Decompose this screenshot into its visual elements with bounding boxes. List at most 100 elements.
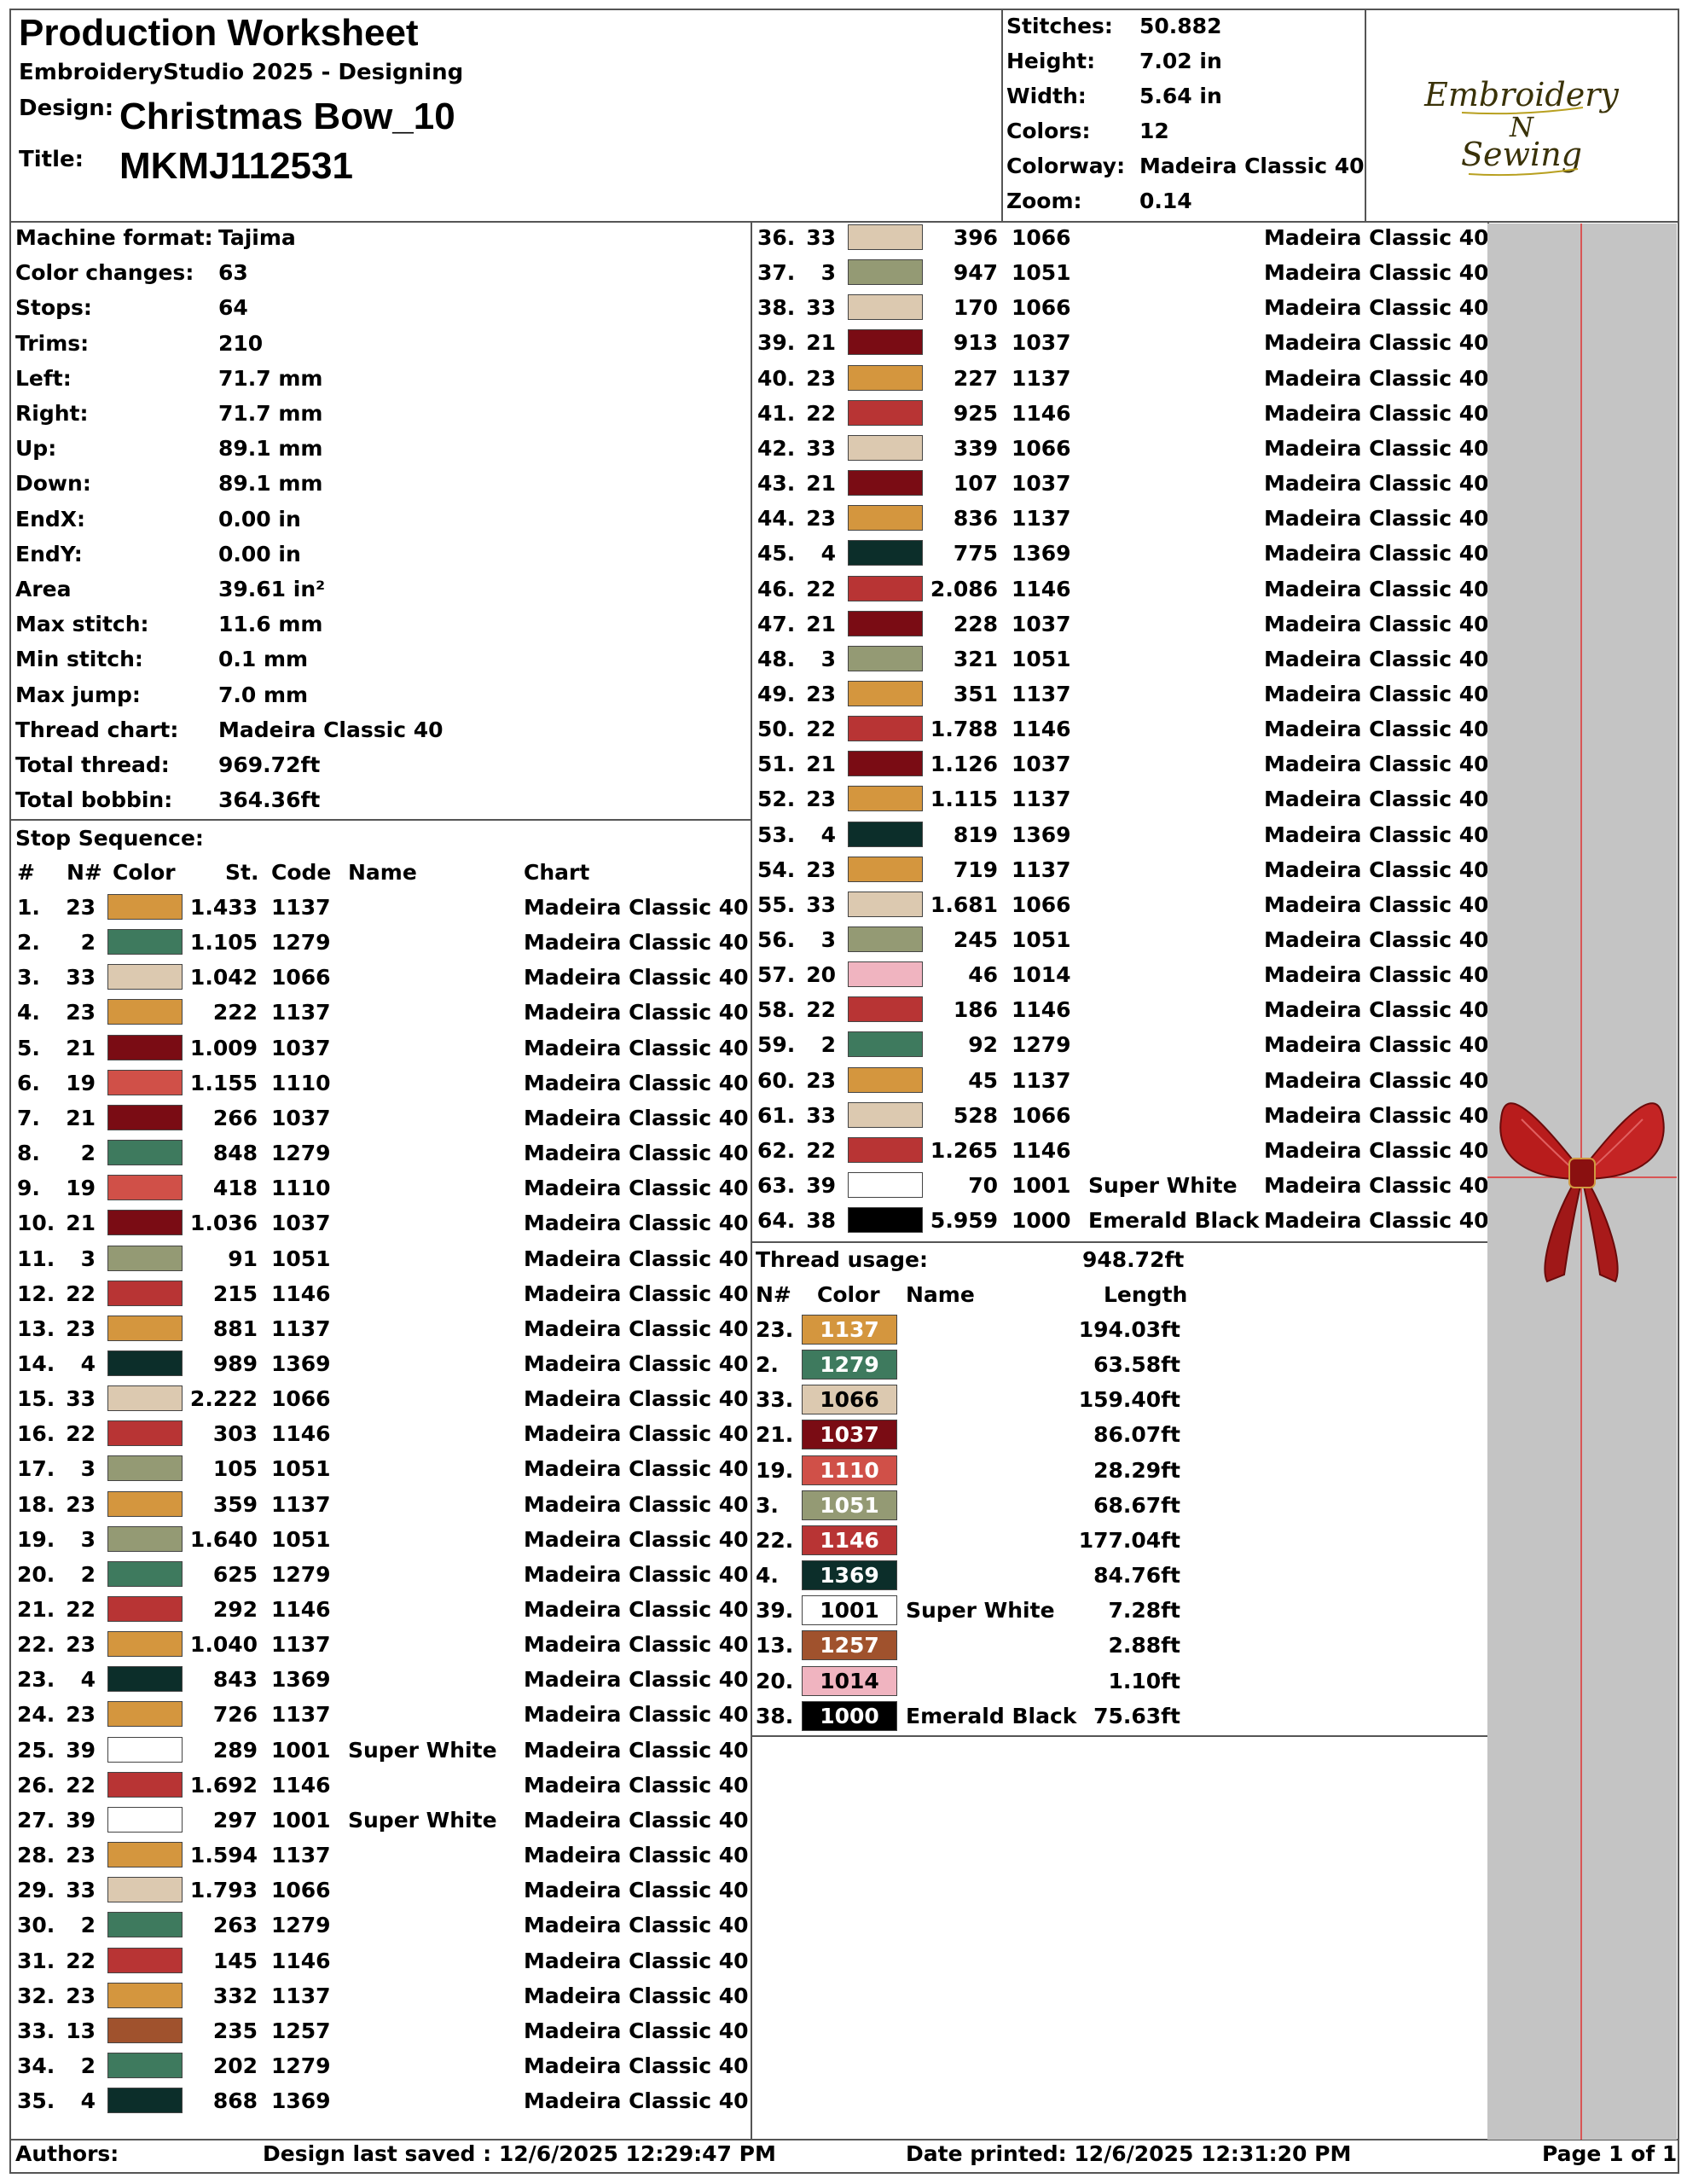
stop-needle: 22: [806, 400, 836, 426]
property-value: 89.1 mm: [218, 471, 323, 497]
color-swatch: [107, 1104, 183, 1130]
divider: [9, 221, 1679, 223]
stop-chart: Madeira Classic 40: [1264, 752, 1489, 777]
stop-chart: Madeira Classic 40: [1264, 997, 1489, 1023]
stop-chart: Madeira Classic 40: [524, 1035, 749, 1060]
stop-index: 48.: [757, 646, 796, 671]
stop-chart: Madeira Classic 40: [524, 2053, 749, 2078]
stop-index: 34.: [17, 2053, 55, 2078]
stop-stitches: 1.126: [930, 752, 998, 777]
stop-chart: Madeira Classic 40: [524, 1667, 749, 1693]
stop-index: 38.: [757, 295, 796, 321]
usage-color-chip: 1257: [802, 1630, 897, 1661]
stop-code: 1137: [271, 895, 331, 920]
stop-row: 27. 39 297 1001 Super White Madeira Classic 4…: [15, 1803, 749, 1838]
stop-chart: Madeira Classic 40: [1264, 962, 1489, 988]
stop-needle: 22: [806, 1137, 836, 1163]
stop-row: 46. 22 2.086 1146 Madeira Classic 40: [756, 572, 1489, 607]
stop-needle: 3: [820, 260, 836, 286]
stop-needle: 33: [806, 1102, 836, 1128]
stop-chart: Madeira Classic 40: [1264, 1173, 1489, 1199]
stop-code: 1137: [271, 1316, 331, 1341]
stop-needle: 22: [66, 1421, 96, 1447]
stop-needle: 22: [806, 717, 836, 742]
stop-chart: Madeira Classic 40: [524, 930, 749, 956]
stop-chart: Madeira Classic 40: [524, 965, 749, 990]
stop-row: 28. 23 1.594 1137 Madeira Classic 40: [15, 1838, 749, 1873]
color-swatch: [848, 294, 923, 321]
stop-chart: Madeira Classic 40: [524, 895, 749, 920]
stop-index: 61.: [757, 1102, 796, 1128]
stop-index: 58.: [757, 997, 796, 1023]
stop-code: 1066: [1012, 295, 1071, 321]
stop-stitches: 625: [212, 1561, 258, 1587]
stop-code: 1146: [271, 1597, 331, 1622]
stop-row: 13. 23 881 1137 Madeira Classic 40: [15, 1311, 749, 1346]
stop-index: 11.: [17, 1246, 55, 1271]
thread-usage-row: 19. 1110 28.29ft: [756, 1453, 1481, 1488]
stop-needle: 23: [806, 681, 836, 706]
stop-index: 19.: [17, 1526, 55, 1552]
stop-index: 31.: [17, 1948, 55, 1973]
stop-index: 40.: [757, 365, 796, 391]
stop-chart: Madeira Classic 40: [524, 1350, 749, 1376]
stop-stitches: 297: [212, 1807, 258, 1833]
usage-length: 194.03ft: [1078, 1317, 1180, 1342]
stop-row: 53. 4 819 1369 Madeira Classic 40: [756, 817, 1489, 852]
stop-code: 1037: [1012, 330, 1071, 356]
stop-code: 1146: [1012, 717, 1071, 742]
stop-stitches: 332: [212, 1983, 258, 2008]
stop-needle: 4: [80, 1667, 96, 1693]
color-swatch: [848, 1136, 923, 1163]
stop-needle: 23: [66, 1000, 96, 1025]
stop-index: 60.: [757, 1067, 796, 1093]
stop-index: 2.: [17, 930, 40, 956]
color-swatch: [107, 1877, 183, 1903]
stop-code: 1137: [271, 1983, 331, 2008]
property-label: Max stitch:: [15, 612, 149, 637]
stop-stitches: 848: [212, 1141, 258, 1166]
stop-chart: Madeira Classic 40: [1264, 260, 1489, 286]
stop-stitches: 170: [953, 295, 998, 321]
color-swatch: [107, 1490, 183, 1517]
stop-row: 49. 23 351 1137 Madeira Classic 40: [756, 677, 1489, 712]
color-swatch: [107, 1596, 183, 1622]
color-swatch: [107, 1245, 183, 1271]
stop-needle: 4: [80, 2088, 96, 2114]
stop-needle: 23: [806, 787, 836, 812]
stop-needle: 33: [66, 965, 96, 990]
stop-chart: Madeira Classic 40: [524, 1491, 749, 1517]
stat-value: 50.882: [1139, 14, 1222, 38]
color-swatch: [848, 470, 923, 497]
stop-chart: Madeira Classic 40: [524, 1772, 749, 1798]
stop-stitches: 1.040: [189, 1632, 258, 1658]
stop-code: 1279: [271, 930, 331, 956]
stat-value: Madeira Classic 40: [1139, 154, 1365, 178]
stop-stitches: 303: [212, 1421, 258, 1447]
stop-needle: 4: [820, 822, 836, 847]
svg-text:Sewing: Sewing: [1461, 136, 1582, 173]
color-swatch: [107, 1315, 183, 1341]
stop-code: 1037: [1012, 471, 1071, 497]
stop-stitches: 235: [212, 2018, 258, 2043]
stop-index: 44.: [757, 506, 796, 531]
stop-code: 1110: [271, 1176, 331, 1201]
color-swatch: [107, 999, 183, 1025]
stop-stitches: 1.793: [189, 1878, 258, 1903]
stop-stitches: 1.042: [189, 965, 258, 990]
stop-row: 62. 22 1.265 1146 Madeira Classic 40: [756, 1133, 1489, 1168]
stop-needle: 2: [80, 2053, 96, 2078]
stop-stitches: 1.115: [930, 787, 998, 812]
stop-code: 1369: [271, 1667, 331, 1693]
stop-chart: Madeira Classic 40: [524, 1526, 749, 1552]
stop-code: 1066: [1012, 435, 1071, 461]
stop-chart: Madeira Classic 40: [1264, 1208, 1489, 1234]
color-swatch: [848, 434, 923, 461]
stop-index: 45.: [757, 541, 796, 566]
stop-needle: 39: [66, 1807, 96, 1833]
stop-needle: 23: [66, 1632, 96, 1658]
color-swatch: [107, 1069, 183, 1095]
stop-stitches: 245: [953, 927, 998, 952]
stop-code: 1137: [1012, 506, 1071, 531]
color-swatch: [848, 224, 923, 250]
